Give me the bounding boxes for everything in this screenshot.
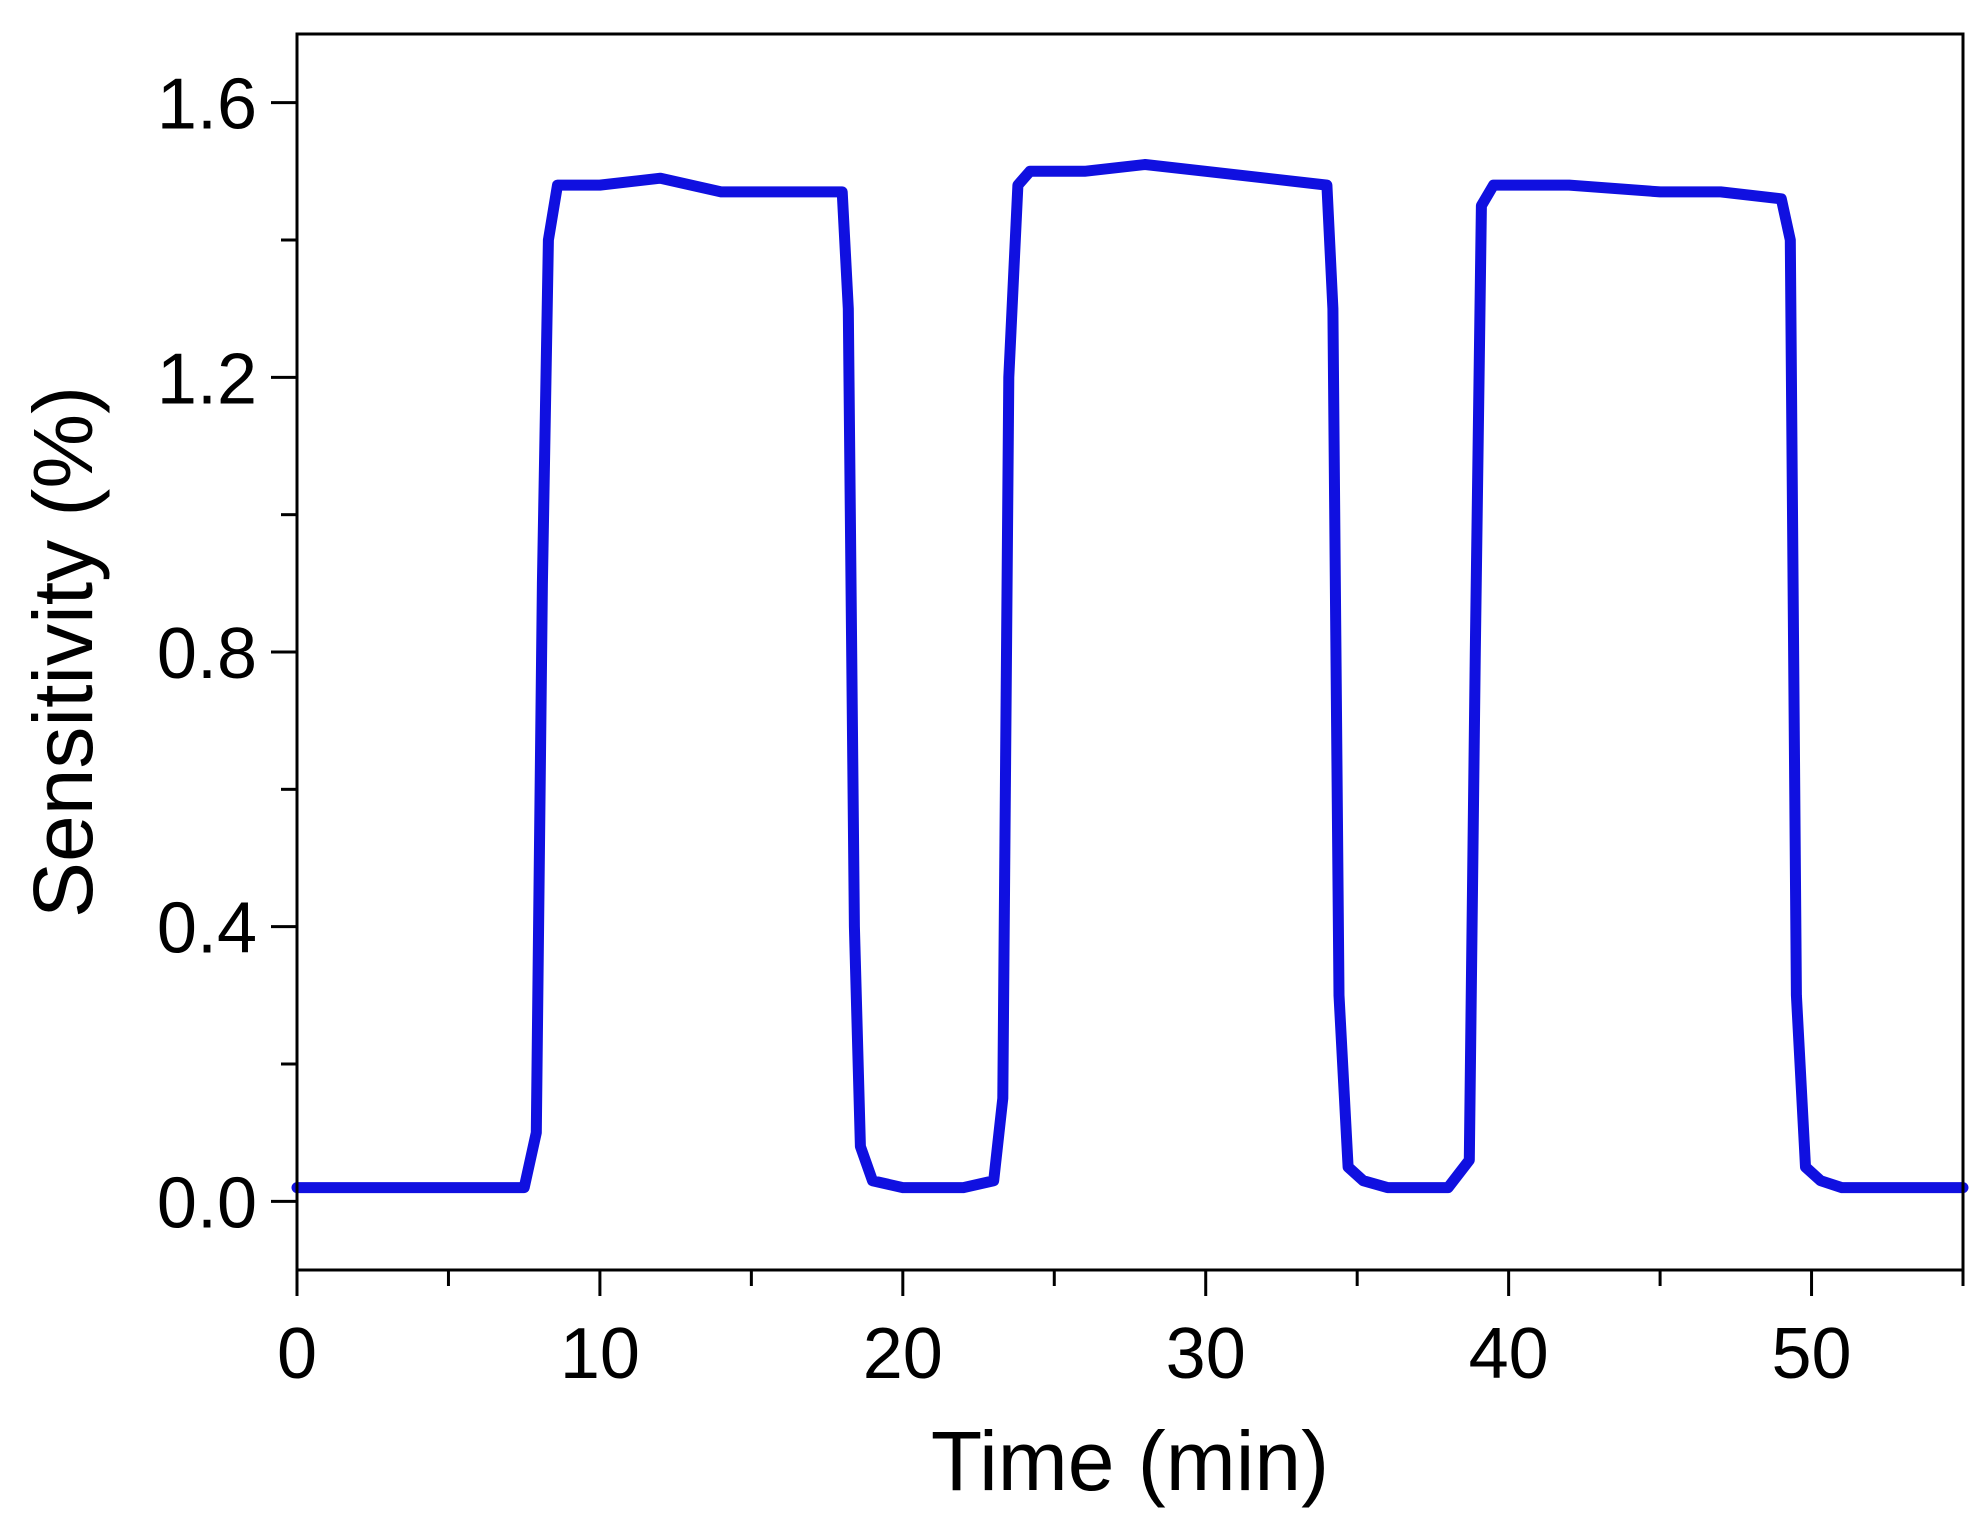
x-tick-label: 0 [277,1314,317,1394]
x-tick-label: 50 [1771,1314,1851,1394]
y-tick-label: 1.2 [157,339,257,419]
y-tick-label: 1.6 [157,65,257,145]
y-tick-label: 0.8 [157,614,257,694]
x-tick-label: 10 [560,1314,640,1394]
series-line-0 [291,159,1969,1194]
x-tick-label: 30 [1166,1314,1246,1394]
axis-ticks [271,101,1965,1296]
x-tick-label: 40 [1469,1314,1549,1394]
y-tick-label: 0.0 [157,1163,257,1243]
x-tick-label: 20 [863,1314,943,1394]
tick-labels: 0 10 20 30 40 50 0.0 0.4 0.8 1.2 1.6 [157,65,1852,1394]
y-tick-label: 0.4 [157,889,257,969]
y-axis-label: Sensitivity (%) [16,386,110,918]
plot-frame [295,32,1965,1272]
data-series [291,159,1969,1194]
x-axis-label: Time (min) [931,1414,1329,1508]
